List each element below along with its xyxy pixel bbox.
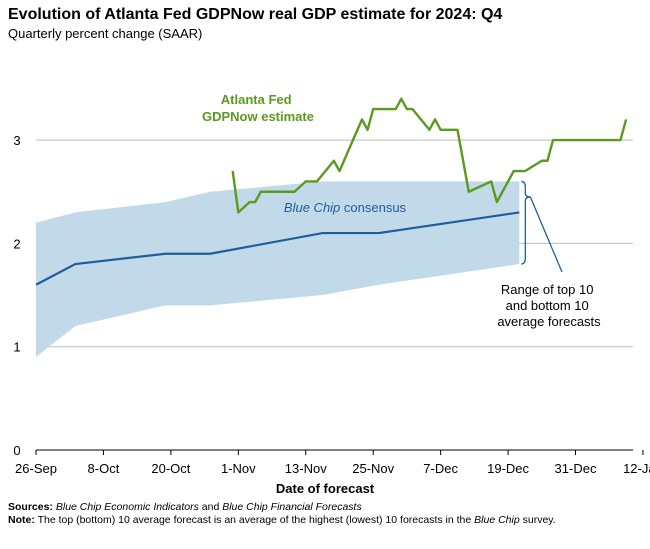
x-tick-label: 25-Nov [352, 461, 394, 476]
x-tick-label: 19-Dec [487, 461, 529, 476]
y-tick-label: 1 [13, 340, 20, 355]
sources-italic-1: Blue Chip Economic Indicators [55, 501, 199, 513]
x-tick-label: 31-Dec [555, 461, 597, 476]
x-tick-label: 8-Oct [88, 461, 120, 476]
range-label-line3: average forecasts [497, 314, 601, 329]
x-axis-label: Date of forecast [276, 481, 375, 496]
gdpnow-label: Atlanta Fed GDPNow estimate [202, 92, 314, 124]
y-tick-label: 2 [13, 236, 20, 251]
x-tick-label: 13-Nov [285, 461, 327, 476]
note-text: The top (bottom) 10 average forecast is … [34, 514, 475, 526]
gdpnow-chart: 0 1 2 3 26-Sep 8-Oct 20-Oct 1-Nov 13-Nov 25-Nov 7… [13, 92, 650, 496]
note-italic: Blue Chip [474, 514, 520, 526]
gdpnow-label-line2: GDPNow estimate [202, 109, 314, 124]
y-tick-label: 0 [13, 443, 20, 458]
bracket-path [521, 180, 531, 265]
range-bracket [521, 180, 531, 265]
blue-chip-label: Blue Chip consensus [284, 200, 407, 215]
x-axis-tick-marks [35, 450, 644, 455]
range-label-line1: Range of top 10 [501, 282, 594, 297]
range-band [36, 181, 520, 358]
chart-title: Evolution of Atlanta Fed GDPNow real GDP… [8, 6, 503, 23]
sources-and: and [198, 501, 223, 513]
footnotes: Sources: Blue Chip Economic Indicators a… [8, 501, 644, 527]
x-tick-label: 1-Nov [221, 461, 256, 476]
x-axis-ticks: 26-Sep 8-Oct 20-Oct 1-Nov 13-Nov 25-Nov 7-Dec 1… [15, 461, 650, 476]
range-label: Range of top 10 and bottom 10 average fo… [497, 282, 601, 329]
range-label-line2: and bottom 10 [506, 298, 589, 313]
gdpnow-label-line1: Atlanta Fed [221, 92, 292, 107]
note-end: survey. [519, 514, 556, 526]
note-label: Note: [8, 514, 35, 526]
gdpnow-line [231, 97, 628, 214]
y-tick-label: 3 [13, 133, 20, 148]
note-line: Note: The top (bottom) 10 average foreca… [8, 514, 644, 527]
x-tick-label: 26-Sep [15, 461, 57, 476]
chart-subtitle: Quarterly percent change (SAAR) [8, 26, 203, 41]
x-tick-label: 7-Dec [423, 461, 458, 476]
y-axis-ticks: 0 1 2 3 [13, 133, 20, 458]
x-tick-label: 12-Jan [623, 461, 650, 476]
sources-label: Sources: [8, 501, 53, 513]
blue-chip-line [35, 211, 520, 286]
sources-line: Sources: Blue Chip Economic Indicators a… [8, 501, 644, 514]
range-pointer-line [529, 196, 563, 273]
blue-chip-label-rest: consensus [340, 200, 406, 215]
x-tick-label: 20-Oct [151, 461, 190, 476]
sources-italic-2: Blue Chip Financial Forecasts [222, 501, 362, 513]
blue-chip-label-italic: Blue Chip [284, 200, 340, 215]
